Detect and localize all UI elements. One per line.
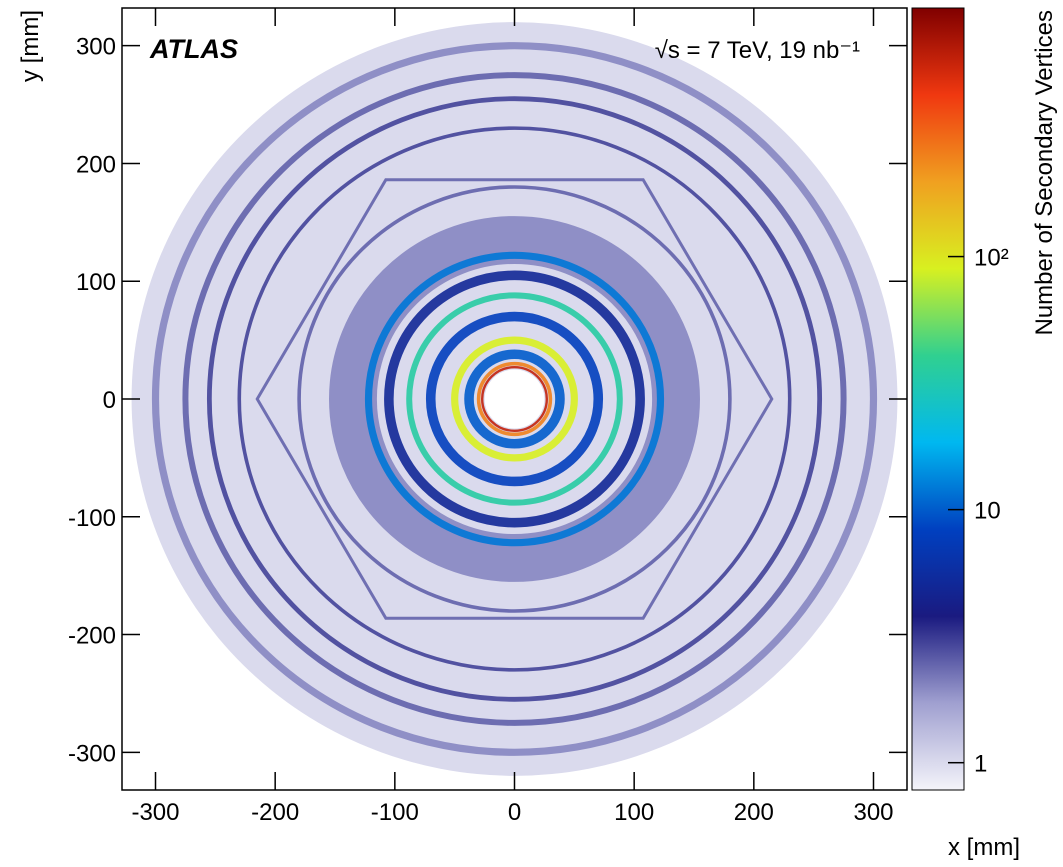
beam-hole bbox=[484, 369, 545, 429]
detector-ring bbox=[384, 270, 645, 528]
colorbar-label: Number of Secondary Vertices bbox=[1031, 10, 1058, 336]
colorbar-tick-label: 10 bbox=[974, 498, 1001, 525]
detector-ring bbox=[237, 126, 792, 672]
y-tick-label: -200 bbox=[68, 623, 116, 650]
x-tick-label: -100 bbox=[371, 799, 419, 826]
y-tick-label: -300 bbox=[68, 740, 116, 767]
detector-ring bbox=[329, 216, 700, 582]
detector-ring bbox=[182, 72, 847, 726]
detector-ring bbox=[451, 336, 578, 462]
atlas-label: ATLAS bbox=[149, 34, 238, 64]
y-tick-label: 200 bbox=[76, 151, 116, 178]
detector-ring bbox=[364, 251, 665, 547]
x-tick-label: 100 bbox=[614, 799, 654, 826]
detector-ring bbox=[425, 311, 604, 487]
detector-ring bbox=[476, 361, 553, 437]
x-axis-label: x [mm] bbox=[948, 834, 1020, 861]
detector-ring bbox=[406, 292, 623, 506]
colorbar bbox=[911, 7, 965, 791]
detector-ring bbox=[464, 349, 565, 449]
y-tick-label: 0 bbox=[103, 387, 116, 414]
x-tick-label: 200 bbox=[734, 799, 774, 826]
energy-label: √s = 7 TeV, 19 nb⁻¹ bbox=[655, 37, 860, 64]
plot-area bbox=[131, 22, 898, 776]
y-tick-label: 300 bbox=[76, 34, 116, 61]
support-structure bbox=[255, 178, 774, 620]
y-axis-label: y [mm] bbox=[17, 10, 44, 82]
x-tick-label: 0 bbox=[508, 799, 521, 826]
detector-ring bbox=[151, 42, 878, 756]
detector-ring bbox=[480, 366, 549, 432]
colorbar-tick-label: 10² bbox=[974, 245, 1009, 272]
y-tick-label: -100 bbox=[68, 505, 116, 532]
y-tick-label: 100 bbox=[76, 269, 116, 296]
detector-ring bbox=[206, 96, 823, 702]
x-tick-label: -300 bbox=[131, 799, 179, 826]
x-tick-label: 300 bbox=[853, 799, 893, 826]
x-tick-label: -200 bbox=[251, 799, 299, 826]
detector-ring bbox=[297, 185, 732, 613]
colorbar-tick-label: 1 bbox=[974, 751, 987, 778]
